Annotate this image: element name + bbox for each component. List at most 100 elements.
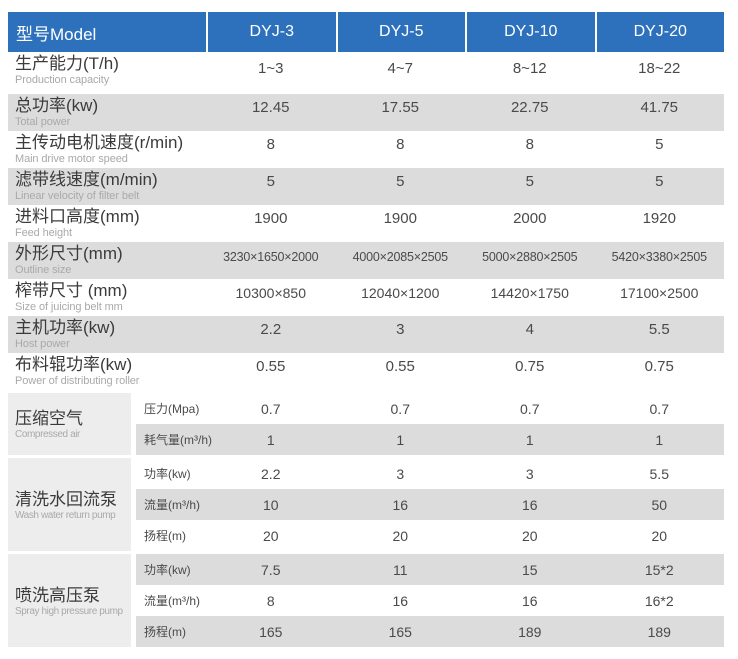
row-label-zh: 生产能力(T/h) [15,54,119,73]
cell-value: 4 [525,321,534,338]
row-label-zh: 总功率(kw) [15,96,99,115]
cell-value: 189 [518,623,542,640]
cell-value: 5 [655,173,664,190]
cell-value: 5 [655,136,664,153]
cell-value: 4000×2085×2505 [352,250,448,264]
subrow-label: 流量(m³/h) [144,594,200,608]
cell-value: 17100×2500 [620,285,699,301]
subrow-head: 扬程(m) 165 165 189 189 [136,616,724,647]
subrow-power: 功率(kw) 2.2 3 3 5.5 [136,458,724,489]
cell-value: 5 [525,173,534,190]
subrow-flow: 流量(m³/h) 10 16 16 50 [136,489,724,520]
cell-value: 0.75 [644,358,674,375]
row-label-zh: 进料口高度(mm) [15,207,140,226]
cell-value: 8 [396,136,405,153]
cell-value: 8 [525,136,534,153]
row-label-en: Linear velocity of filter belt [15,190,140,202]
row-label-zh: 主机功率(kw) [15,318,116,337]
group-spray-high-pressure-pump: 喷洗高压泵 Spray high pressure pump 功率(kw) 7.… [8,554,724,647]
group-label-en: Spray high pressure pump [15,605,123,617]
cell-value: 3 [396,321,405,338]
group-subrows: 功率(kw) 7.5 11 15 15*2 流量(m³/h) 8 16 16 1… [136,554,724,647]
group-label: 喷洗高压泵 Spray high pressure pump [8,554,131,647]
row-label-zh: 滤带线速度(m/min) [15,170,158,189]
subrow-label: 扬程(m) [144,625,186,639]
subrow-air-consumption: 耗气量(m³/h) 1 1 1 1 [136,424,724,455]
row-label-zh: 布料辊功率(kw) [15,355,133,374]
cell-value: 1 [266,431,275,448]
subrow-label: 流量(m³/h) [144,498,200,512]
subrow-pressure: 压力(Mpa) 0.7 0.7 0.7 0.7 [136,393,724,424]
row-label: 布料辊功率(kw) Power of distributing roller [8,353,206,390]
subrow-power: 功率(kw) 7.5 11 15 15*2 [136,554,724,585]
cell-value: 5.5 [649,465,669,482]
subrow-label: 功率(kw) [144,467,191,481]
cell-value: 189 [647,623,671,640]
group-label-zh: 清洗水回流泵 [15,489,117,509]
subrow-label: 耗气量(m³/h) [144,433,212,447]
cell-value: 41.75 [640,99,679,116]
spec-table: 型号Model DYJ-3 DYJ-5 DYJ-10 DYJ-20 生产能力(T… [8,12,724,647]
row-label: 进料口高度(mm) Feed height [8,205,206,242]
cell-value: 0.55 [385,358,415,375]
cell-value: 1 [396,431,405,448]
cell-value: 16 [521,496,538,513]
row-label-zh: 外形尺寸(mm) [15,244,123,263]
cell-value: 15 [521,561,538,578]
row-label-zh: 榨带尺寸 (mm) [15,281,128,300]
cell-value: 0.75 [515,358,545,375]
subrow-label: 压力(Mpa) [144,402,200,416]
group-label-en: Wash water return pump [15,509,116,521]
cell-value: 1920 [642,210,676,227]
cell-value: 0.7 [649,400,669,417]
cell-value: 16*2 [644,592,674,609]
cell-value: 17.55 [381,99,420,116]
cell-value: 12040×1200 [361,285,440,301]
subrow-head: 扬程(m) 20 20 20 20 [136,520,724,551]
cell-value: 5.5 [648,321,670,338]
cell-value: 16 [392,496,409,513]
group-compressed-air: 压缩空气 Compressed air 压力(Mpa) 0.7 0.7 0.7 … [8,393,724,455]
cell-value: 50 [651,496,668,513]
group-subrows: 压力(Mpa) 0.7 0.7 0.7 0.7 耗气量(m³/h) 1 1 1 … [136,393,724,455]
cell-value: 16 [392,592,409,609]
table-row-feed-height: 进料口高度(mm) Feed height 1900 1900 2000 192… [8,205,724,242]
group-label-zh: 压缩空气 [15,409,83,428]
table-row-distributing-roller-power: 布料辊功率(kw) Power of distributing roller 0… [8,353,724,390]
table-header-row: 型号Model DYJ-3 DYJ-5 DYJ-10 DYJ-20 [8,12,724,52]
cell-value: 5 [266,173,275,190]
cell-value: 0.7 [520,400,540,417]
cell-value: 1 [525,431,534,448]
group-label-zh: 喷洗高压泵 [15,585,100,605]
group-gutter [131,458,136,551]
cell-value: 1900 [254,210,288,227]
cell-value: 12.45 [251,99,290,116]
row-label: 滤带线速度(m/min) Linear velocity of filter b… [8,168,206,205]
cell-value: 8~12 [512,60,547,77]
cell-value: 20 [262,527,279,544]
cell-value: 1900 [383,210,417,227]
group-wash-water-return-pump: 清洗水回流泵 Wash water return pump 功率(kw) 2.2… [8,458,724,551]
row-label-en: Main drive motor speed [15,153,128,165]
row-label: 主机功率(kw) Host power [8,316,206,353]
row-label: 总功率(kw) Total power [8,94,206,131]
cell-value: 4~7 [387,60,413,77]
cell-value: 10300×850 [235,285,306,301]
cell-value: 2000 [513,210,547,227]
cell-value: 3230×1650×2000 [223,250,319,264]
row-label-en: Host power [15,338,70,350]
group-label: 压缩空气 Compressed air [8,393,131,455]
group-gutter [131,393,136,455]
row-label-en: Power of distributing roller [15,375,140,387]
subrow-flow: 流量(m³/h) 8 16 16 16*2 [136,585,724,616]
table-row-production-capacity: 生产能力(T/h) Production capacity 1~3 4~7 8~… [8,52,724,94]
header-col-dyj-20: DYJ-20 [594,12,724,52]
row-label-en: Outline size [15,264,72,276]
cell-value: 11 [392,561,408,578]
header-model-cell: 型号Model [8,12,206,52]
subrow-label: 功率(kw) [144,563,191,577]
cell-value: 20 [392,527,409,544]
cell-value: 22.75 [510,99,549,116]
row-label-zh: 主传动电机速度(r/min) [15,133,184,152]
